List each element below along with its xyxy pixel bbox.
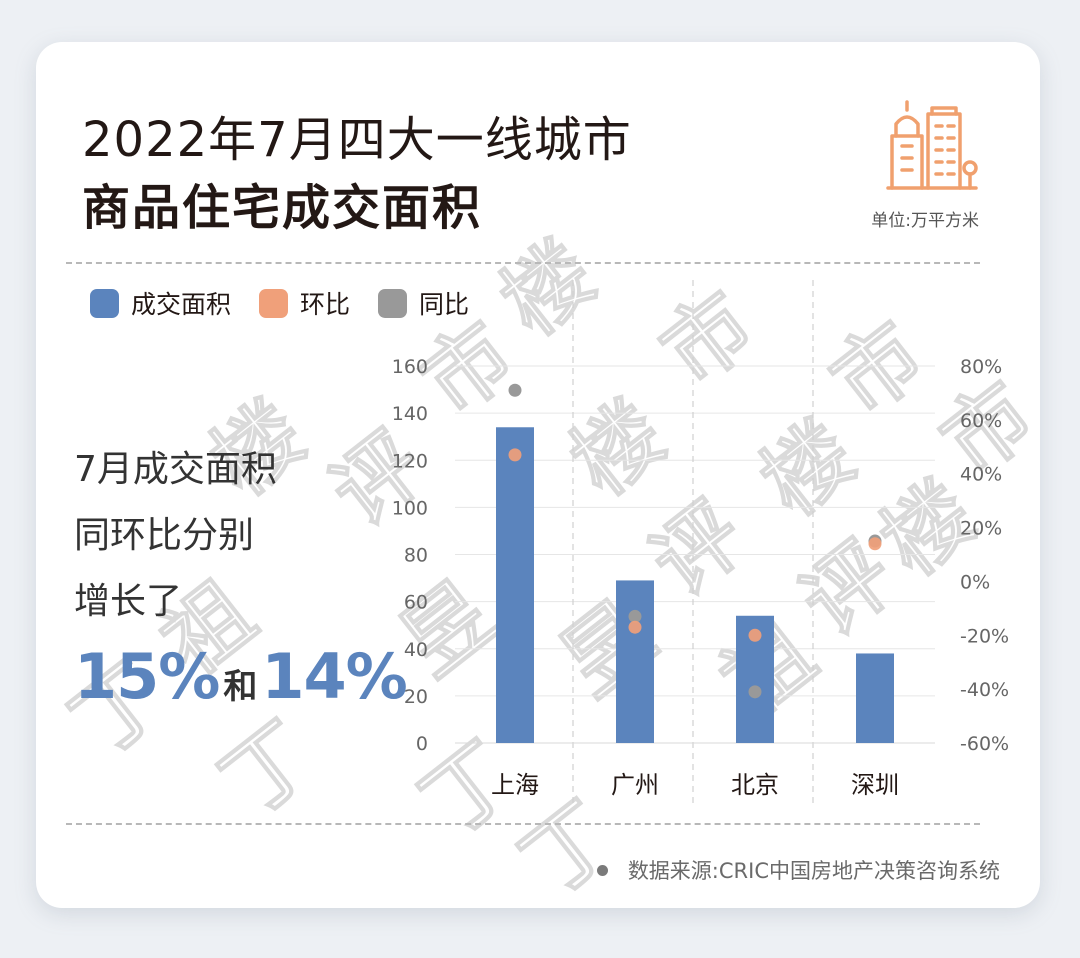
left-tick-label: 20: [404, 686, 428, 708]
left-tick-label: 0: [416, 733, 428, 755]
unit-label: 单位:万平方米: [871, 211, 979, 231]
right-tick-label: -60%: [960, 733, 1009, 755]
summary-line-2: 同环比分别: [74, 515, 255, 556]
left-tick-label: 100: [392, 497, 428, 519]
mom-point-上海: [508, 448, 522, 462]
building-icon: [886, 100, 978, 190]
legend-label-area: 成交面积: [131, 290, 232, 319]
legend-item-yoy: 同比: [378, 285, 469, 321]
category-label: 深圳: [851, 771, 899, 799]
left-tick-label: 40: [404, 639, 428, 661]
source-note: 数据来源:CRIC中国房地产决策咨询系统: [596, 855, 1000, 885]
category-label: 广州: [611, 771, 659, 799]
right-tick-label: -20%: [960, 625, 1009, 647]
legend-swatch-mom: [259, 288, 289, 318]
right-tick-label: 0%: [960, 571, 990, 593]
title-line-1: 2022年7月四大一线城市: [82, 112, 632, 168]
legend-swatch-area: [90, 288, 119, 318]
chart-card: [36, 42, 1040, 908]
legend-swatch-yoy: [378, 288, 408, 318]
category-label: 上海: [491, 771, 539, 799]
title-line-2: 商品住宅成交面积: [82, 180, 483, 236]
legend-label-yoy: 同比: [419, 290, 470, 319]
summary-line-1: 7月成交面积: [74, 449, 277, 490]
legend: 成交面积 环比 同比: [90, 285, 497, 321]
mom-point-北京: [748, 628, 762, 642]
right-tick-label: 20%: [960, 518, 1002, 540]
category-label: 北京: [731, 771, 779, 799]
legend-label-mom: 环比: [300, 290, 351, 319]
top-divider: [66, 262, 980, 264]
yoy-point-上海: [508, 383, 522, 397]
source-text: 数据来源:CRIC中国房地产决策咨询系统: [627, 859, 1000, 883]
legend-item-area: 成交面积: [90, 285, 231, 321]
bar-广州: [616, 580, 654, 743]
left-tick-label: 120: [392, 450, 428, 472]
legend-item-mom: 环比: [259, 285, 350, 321]
summary-value-2: 14%: [261, 640, 407, 713]
bullet-icon: [596, 864, 608, 876]
summary-value-1: 15%: [74, 640, 220, 713]
summary-highlight: 15% 和14%: [74, 640, 408, 713]
right-tick-label: 80%: [960, 356, 1002, 378]
left-tick-label: 60: [404, 592, 428, 614]
yoy-point-北京: [748, 685, 762, 699]
summary-connector: 和: [223, 667, 258, 707]
right-tick-label: 40%: [960, 464, 1002, 486]
left-tick-label: 140: [392, 403, 428, 425]
right-tick-label: 60%: [960, 410, 1002, 432]
mom-point-广州: [628, 620, 642, 634]
bar-深圳: [856, 653, 894, 743]
left-tick-label: 80: [404, 545, 428, 567]
right-tick-label: -40%: [960, 679, 1009, 701]
summary-line-3: 增长了: [74, 581, 183, 622]
bar-上海: [496, 427, 534, 743]
left-tick-label: 160: [392, 356, 428, 378]
bottom-divider: [66, 823, 980, 825]
mom-point-深圳: [868, 537, 882, 551]
yoy-point-广州: [628, 609, 642, 623]
